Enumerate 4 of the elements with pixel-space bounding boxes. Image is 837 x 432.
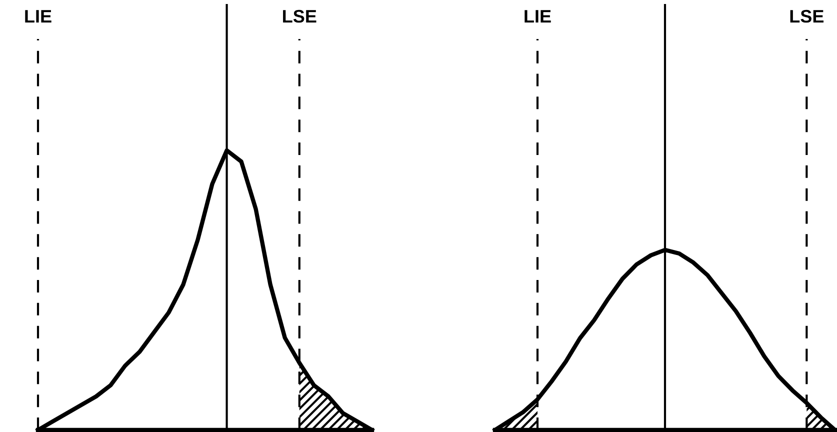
text: LSE: [283, 10, 316, 23]
text: LIE: [524, 10, 551, 23]
text: LSE: [790, 10, 824, 23]
text: LIE: [25, 10, 52, 23]
